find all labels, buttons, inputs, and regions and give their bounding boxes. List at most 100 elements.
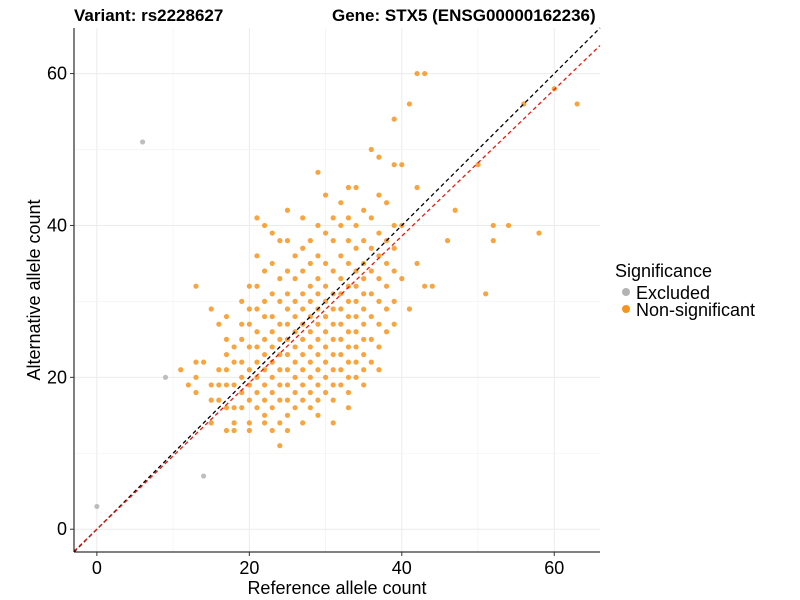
point-non-significant: [353, 184, 359, 191]
point-non-significant: [261, 313, 268, 320]
point-non-significant: [345, 389, 352, 396]
point-non-significant: [338, 321, 344, 327]
point-non-significant: [315, 367, 321, 373]
point-non-significant: [307, 260, 313, 267]
point-non-significant: [300, 306, 306, 312]
point-non-significant: [246, 397, 252, 403]
point-non-significant: [330, 336, 336, 342]
point-non-significant: [300, 367, 306, 373]
point-non-significant: [269, 260, 275, 267]
point-non-significant: [338, 200, 344, 206]
point-non-significant: [361, 321, 367, 327]
point-non-significant: [353, 359, 359, 365]
point-non-significant: [383, 329, 390, 335]
point-non-significant: [490, 222, 496, 229]
point-non-significant: [345, 329, 352, 335]
point-non-significant: [361, 291, 367, 297]
point-non-significant: [254, 253, 260, 259]
reference-lines: [73, 27, 601, 553]
point-non-significant: [254, 329, 260, 335]
point-non-significant: [345, 313, 352, 320]
point-non-significant: [376, 192, 382, 198]
point-non-significant: [307, 329, 313, 335]
point-non-significant: [406, 101, 413, 107]
point-non-significant: [345, 238, 352, 244]
point-non-significant: [422, 283, 428, 289]
point-non-significant: [208, 420, 214, 426]
point-non-significant: [277, 321, 283, 327]
point-non-significant: [330, 382, 336, 388]
reference-line-fit: [73, 45, 601, 552]
point-non-significant: [391, 298, 397, 304]
point-non-significant: [223, 351, 230, 358]
point-non-significant: [322, 283, 329, 289]
point-non-significant: [261, 222, 268, 229]
point-non-significant: [361, 207, 367, 213]
chart-title-variant: Variant: rs2228627: [74, 6, 223, 25]
point-non-significant: [277, 382, 283, 388]
point-non-significant: [307, 344, 313, 350]
point-non-significant: [254, 405, 260, 411]
point-non-significant: [193, 374, 199, 380]
point-non-significant: [239, 359, 245, 365]
point-non-significant: [246, 420, 252, 426]
point-non-significant: [368, 336, 374, 342]
point-non-significant: [277, 420, 283, 426]
point-non-significant: [269, 313, 275, 320]
point-non-significant: [376, 367, 382, 373]
point-non-significant: [383, 283, 390, 289]
point-non-significant: [292, 405, 298, 411]
point-non-significant: [239, 374, 245, 380]
point-non-significant: [338, 367, 344, 373]
point-non-significant: [300, 268, 306, 274]
point-non-significant: [452, 207, 458, 213]
point-non-significant: [406, 306, 413, 312]
point-non-significant: [277, 443, 283, 449]
y-tick-label: 60: [47, 64, 67, 84]
y-tick-label: 20: [47, 367, 67, 387]
point-non-significant: [216, 367, 222, 373]
point-non-significant: [277, 336, 283, 342]
point-non-significant: [231, 359, 237, 365]
point-non-significant: [322, 344, 329, 350]
point-non-significant: [292, 276, 298, 282]
point-non-significant: [223, 336, 230, 342]
point-non-significant: [345, 344, 352, 350]
point-non-significant: [216, 397, 222, 403]
point-non-significant: [261, 420, 268, 426]
point-non-significant: [231, 344, 237, 350]
point-non-significant: [399, 276, 405, 282]
point-non-significant: [315, 412, 321, 418]
legend-swatch-excluded: [622, 288, 630, 296]
point-non-significant: [361, 238, 367, 244]
point-non-significant: [269, 374, 275, 380]
point-non-significant: [315, 291, 321, 297]
point-non-significant: [315, 382, 321, 388]
point-non-significant: [231, 405, 237, 411]
point-non-significant: [338, 291, 344, 297]
point-non-significant: [368, 313, 374, 320]
point-non-significant: [246, 283, 252, 289]
point-non-significant: [246, 306, 252, 312]
point-non-significant: [330, 397, 336, 403]
grid-lines: [74, 28, 600, 552]
point-non-significant: [239, 389, 245, 396]
point-non-significant: [475, 162, 481, 168]
point-non-significant: [284, 207, 291, 213]
point-non-significant: [376, 276, 382, 282]
point-non-significant: [391, 162, 397, 168]
legend-swatch-non-significant: [622, 305, 630, 313]
legend-label-excluded: Excluded: [636, 283, 710, 303]
point-non-significant: [383, 260, 390, 267]
point-non-significant: [330, 215, 336, 221]
point-non-significant: [261, 298, 268, 304]
point-non-significant: [292, 374, 298, 380]
point-non-significant: [246, 367, 252, 373]
point-non-significant: [345, 184, 352, 191]
point-non-significant: [353, 222, 359, 229]
point-non-significant: [277, 276, 283, 282]
point-non-significant: [361, 276, 367, 282]
point-non-significant: [345, 260, 352, 267]
point-non-significant: [322, 374, 329, 380]
point-non-significant: [269, 344, 275, 350]
